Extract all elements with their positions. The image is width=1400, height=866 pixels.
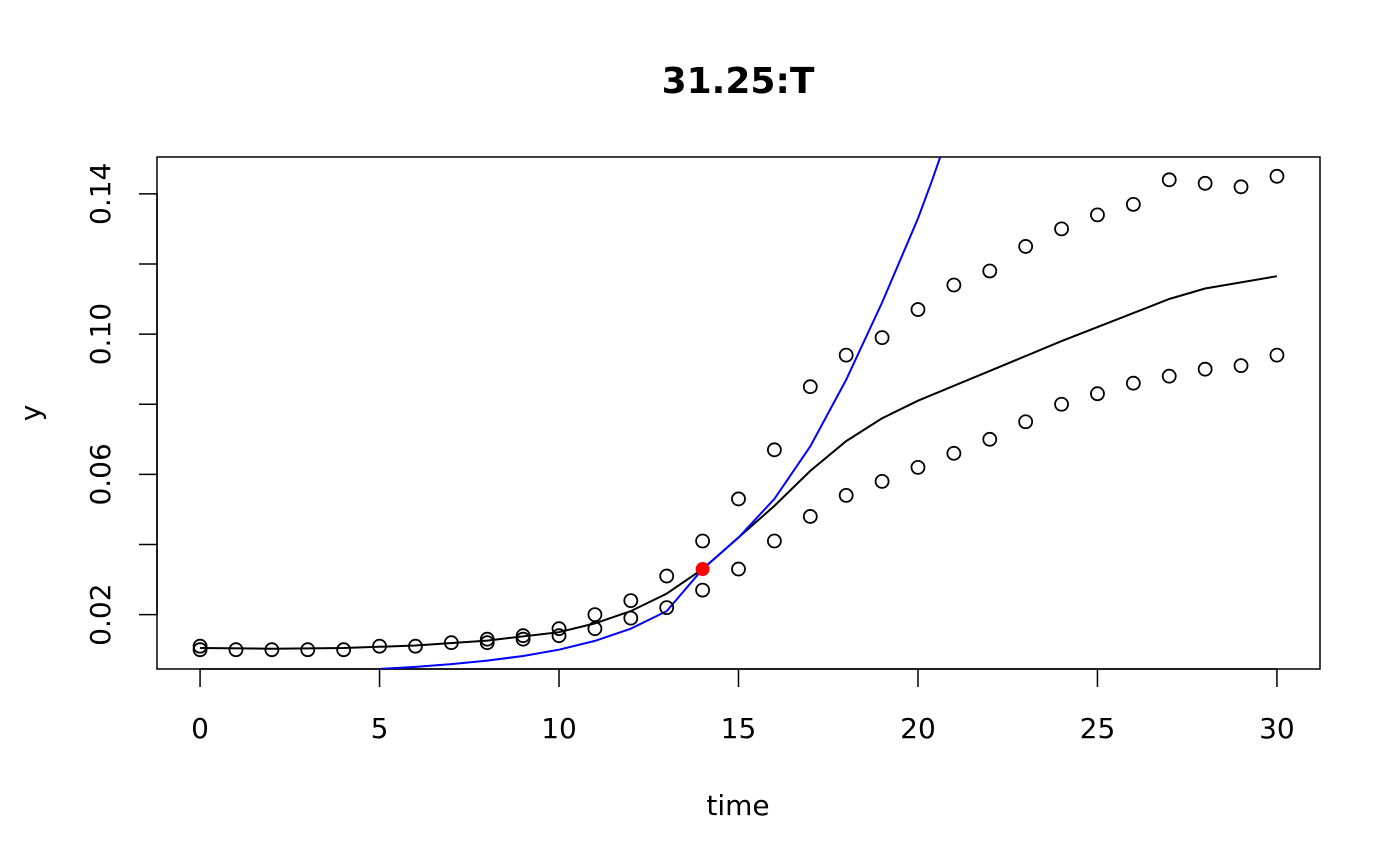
x-tick-label: 5 <box>371 712 389 745</box>
data-point <box>910 302 926 317</box>
y-tick-label: 0.10 <box>84 303 117 365</box>
highlight-point <box>695 562 710 577</box>
data-point <box>1018 414 1034 430</box>
plot-frame <box>156 156 1321 670</box>
data-point <box>802 509 818 524</box>
data-point <box>1233 179 1249 195</box>
data-point <box>946 277 962 293</box>
x-tick-label: 30 <box>1259 712 1295 745</box>
data-point <box>264 642 280 658</box>
data-point <box>587 607 603 623</box>
data-point <box>300 642 316 658</box>
data-point <box>515 628 531 644</box>
data-point <box>982 431 998 447</box>
data-point <box>874 330 890 346</box>
data-point <box>982 263 998 279</box>
data-point <box>1269 347 1285 363</box>
chart-title: 31.25:T <box>662 61 815 102</box>
data-point <box>479 631 495 647</box>
data-point <box>1090 207 1105 223</box>
data-point <box>874 473 890 489</box>
data-point <box>228 642 244 658</box>
data-point <box>1233 358 1249 374</box>
data-point <box>587 621 603 637</box>
series-points <box>192 168 1285 658</box>
data-point <box>1197 175 1213 191</box>
data-point <box>1197 361 1213 377</box>
data-point <box>766 533 782 549</box>
x-tick-label: 20 <box>900 712 936 745</box>
data-point <box>1269 168 1285 184</box>
data-point <box>336 642 352 658</box>
data-point <box>946 445 962 461</box>
data-point <box>766 442 782 458</box>
x-axis-label: time <box>706 789 769 822</box>
data-point <box>551 621 567 637</box>
data-point <box>1054 396 1069 412</box>
x-tick-label: 15 <box>721 712 757 745</box>
smooth-curve <box>200 275 1278 650</box>
data-point <box>1018 239 1034 254</box>
data-point <box>408 638 423 654</box>
data-point <box>1090 386 1105 402</box>
data-point <box>731 561 746 577</box>
data-point <box>1125 375 1141 391</box>
x-tick-label: 10 <box>541 712 577 745</box>
data-point <box>802 379 818 395</box>
data-point <box>731 491 746 507</box>
data-point <box>192 642 208 658</box>
x-tick-label: 0 <box>191 712 209 745</box>
data-point <box>695 582 711 598</box>
data-point <box>372 638 387 654</box>
exponential-curve <box>379 157 942 669</box>
data-point <box>1054 221 1069 237</box>
data-point <box>659 568 675 584</box>
y-tick-label: 0.14 <box>84 163 117 225</box>
y-tick-label: 0.06 <box>84 443 117 505</box>
data-point <box>623 593 639 609</box>
data-point <box>910 459 926 475</box>
data-point <box>838 347 854 363</box>
data-point <box>659 600 675 616</box>
data-point <box>1161 368 1177 384</box>
data-point <box>1125 196 1141 212</box>
y-axis: 0.02 0.06 0.10 0.14 <box>84 163 158 646</box>
series-lines <box>200 157 1278 669</box>
x-axis: 0 5 10 15 20 25 30 <box>191 668 1295 745</box>
data-point <box>443 635 459 651</box>
y-axis-label: y <box>14 405 47 422</box>
y-tick-label: 0.02 <box>84 583 117 645</box>
data-point <box>623 610 639 626</box>
data-point <box>838 488 854 503</box>
data-point <box>551 628 567 644</box>
data-point <box>1161 172 1177 188</box>
x-tick-label: 25 <box>1080 712 1116 745</box>
data-point <box>695 533 711 549</box>
